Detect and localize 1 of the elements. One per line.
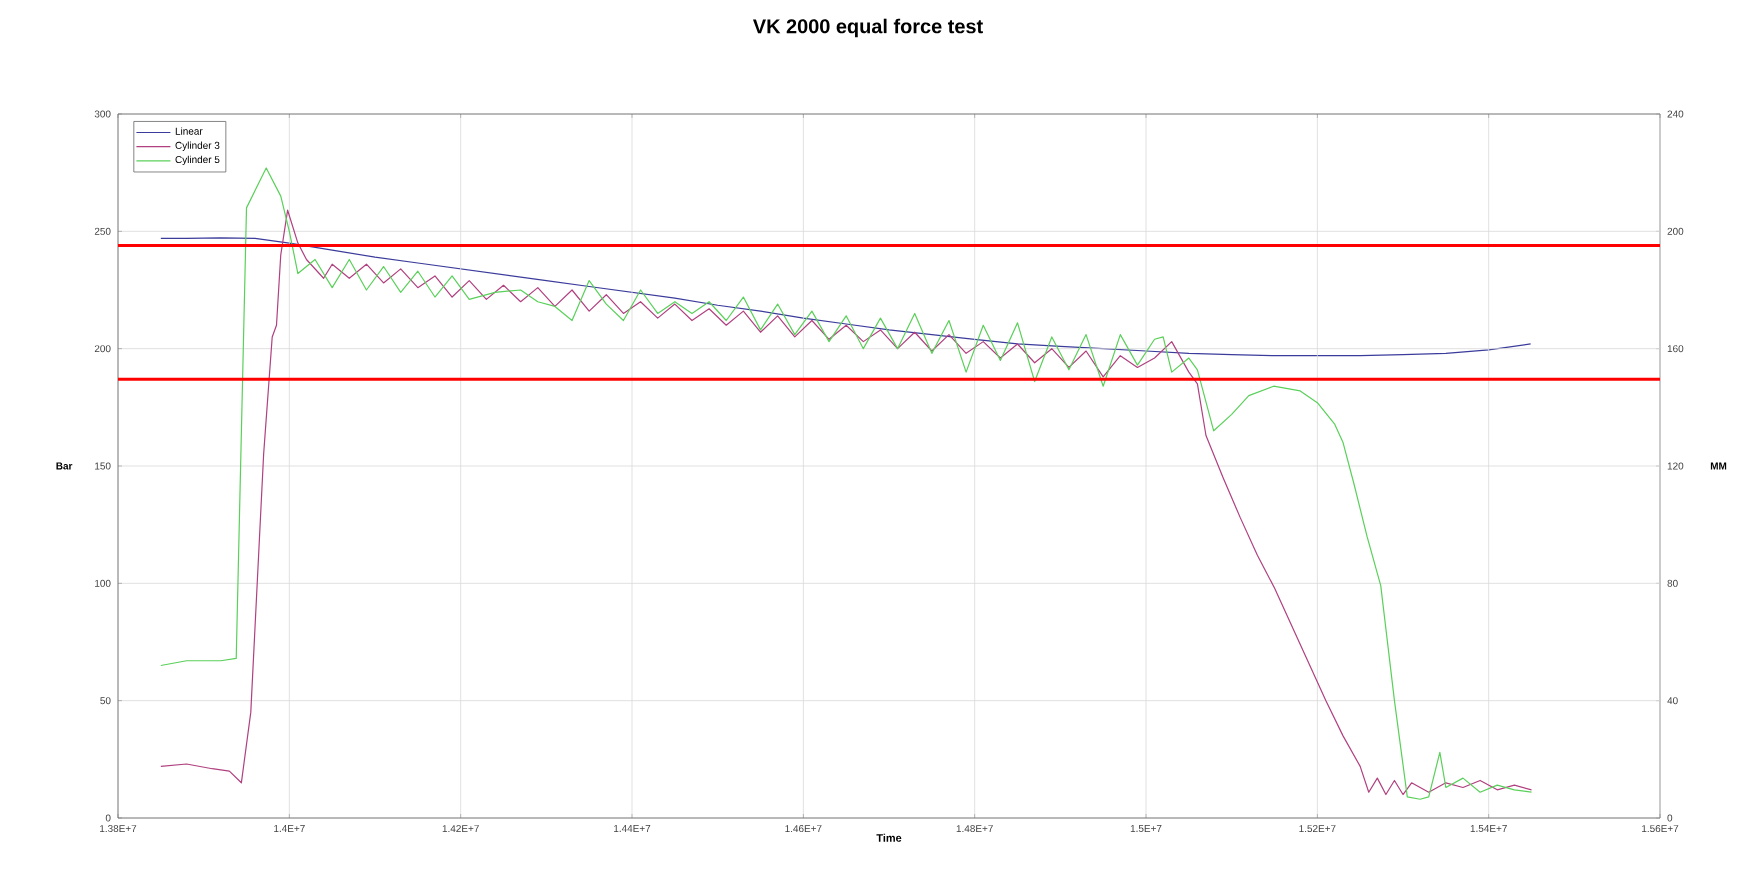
chart-title: VK 2000 equal force test [752, 18, 983, 38]
